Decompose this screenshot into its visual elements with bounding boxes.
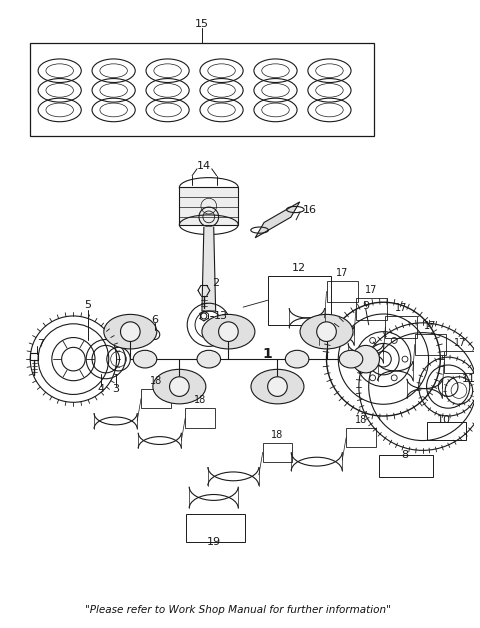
Bar (444, 351, 476, 373)
Text: 16: 16 (303, 205, 317, 215)
Circle shape (120, 322, 140, 342)
Text: 11: 11 (462, 374, 476, 384)
Text: 2: 2 (212, 278, 219, 288)
Text: 17: 17 (336, 268, 348, 278)
Bar (30, 353, 38, 360)
Text: "Please refer to Work Shop Manual for further information": "Please refer to Work Shop Manual for fu… (85, 605, 391, 615)
Text: 17: 17 (424, 321, 437, 331)
Bar (268, 276, 331, 325)
Circle shape (359, 356, 365, 362)
Ellipse shape (153, 369, 206, 404)
Ellipse shape (202, 315, 255, 349)
Text: 17: 17 (365, 285, 378, 295)
Text: 18: 18 (194, 395, 206, 405)
Bar (380, 455, 433, 477)
Ellipse shape (133, 350, 157, 368)
Bar (356, 298, 387, 320)
Text: 17: 17 (454, 338, 466, 349)
Polygon shape (255, 202, 300, 238)
Text: 13: 13 (214, 311, 228, 321)
Text: 14: 14 (197, 161, 211, 171)
Ellipse shape (285, 350, 309, 368)
Text: 18: 18 (271, 430, 284, 440)
Text: 12: 12 (292, 263, 306, 273)
Bar (385, 316, 417, 337)
Bar (186, 514, 245, 541)
Text: 8: 8 (401, 450, 408, 460)
Polygon shape (202, 227, 216, 311)
Text: 17: 17 (395, 303, 407, 313)
Bar (180, 187, 238, 225)
Text: 9: 9 (362, 301, 369, 311)
Text: 18: 18 (150, 376, 162, 386)
Circle shape (317, 322, 336, 342)
Bar (346, 428, 375, 447)
Bar (263, 443, 292, 462)
Circle shape (402, 356, 408, 362)
Bar (141, 389, 170, 408)
Text: 6: 6 (151, 315, 158, 325)
Circle shape (268, 377, 287, 396)
Ellipse shape (197, 350, 221, 368)
Circle shape (370, 375, 375, 381)
Text: 4: 4 (97, 384, 105, 394)
Circle shape (391, 375, 397, 381)
Text: 7: 7 (37, 339, 44, 349)
Text: 5: 5 (84, 300, 92, 310)
Bar (30, 43, 373, 136)
Ellipse shape (339, 350, 363, 368)
Text: 10: 10 (437, 415, 451, 425)
Circle shape (391, 337, 397, 344)
Text: 19: 19 (206, 538, 221, 548)
Text: 15: 15 (195, 19, 209, 29)
Circle shape (169, 377, 189, 396)
Bar (427, 422, 466, 440)
Bar (185, 408, 215, 428)
Text: 3: 3 (112, 384, 119, 394)
Ellipse shape (251, 369, 304, 404)
Circle shape (352, 345, 380, 373)
Circle shape (370, 337, 375, 344)
Circle shape (218, 322, 238, 342)
Bar (326, 281, 358, 302)
Text: 1: 1 (263, 347, 273, 361)
Ellipse shape (104, 315, 157, 349)
Text: 18: 18 (355, 415, 367, 425)
Ellipse shape (300, 315, 353, 349)
Bar (415, 333, 446, 355)
